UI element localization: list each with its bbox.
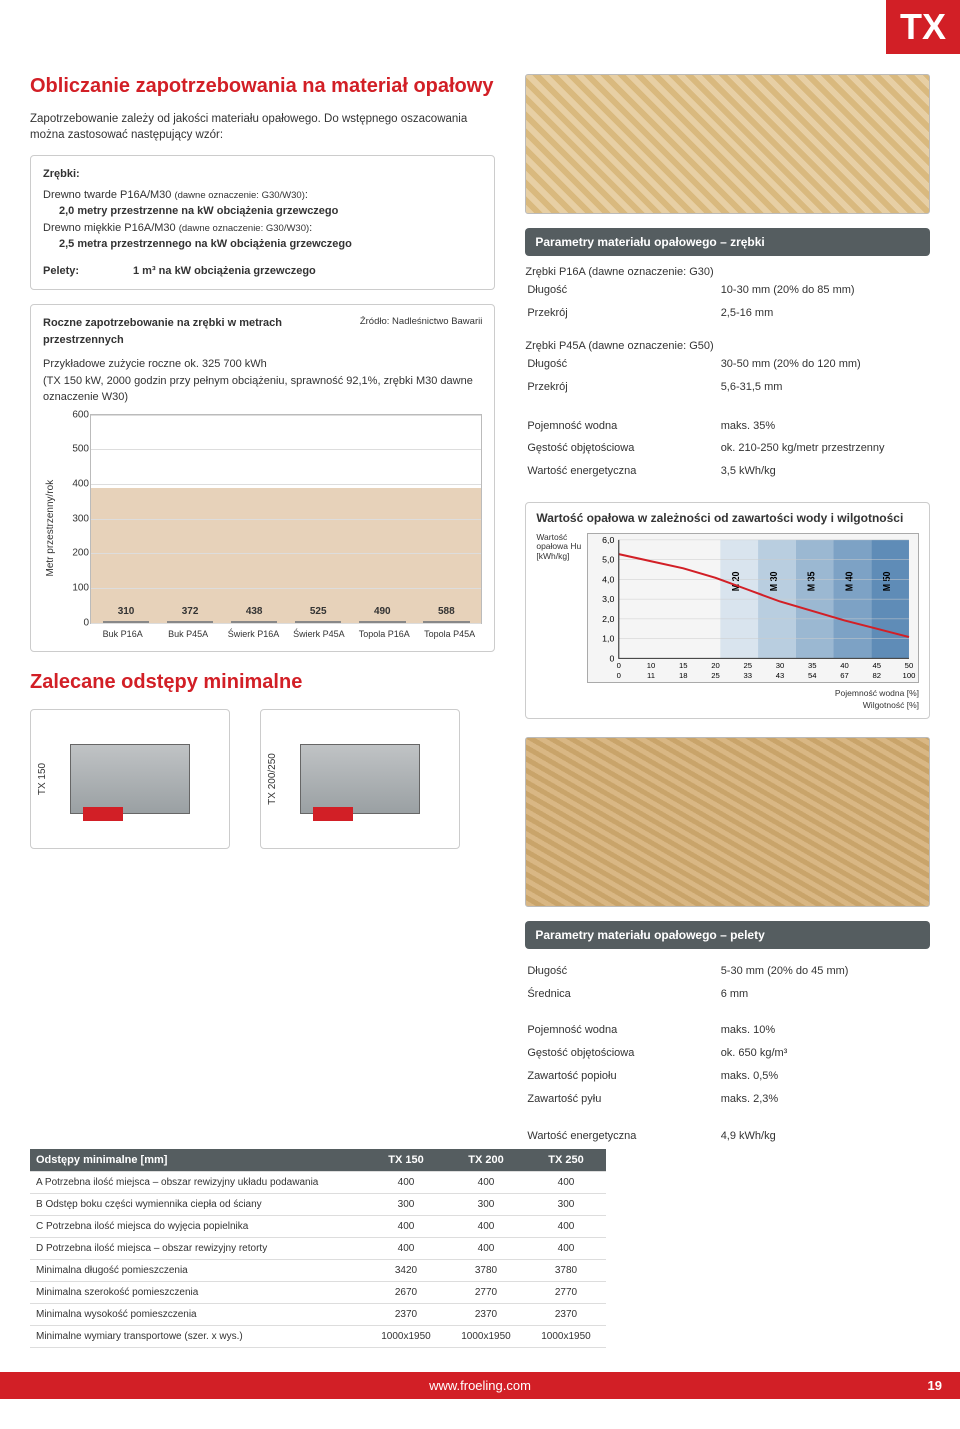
svg-text:67: 67 [840, 671, 849, 680]
params-pellets-header: Parametry materiału opałowego – pelety [525, 921, 930, 949]
svg-text:54: 54 [808, 671, 817, 680]
boiler-image-1: TX 150 [30, 709, 230, 849]
annual-demand-note: Przykładowe zużycie roczne ok. 325 700 k… [43, 356, 482, 406]
pellets-photo [525, 737, 930, 907]
chart-source: Źródło: Nadleśnictwo Bawarii [360, 315, 483, 348]
svg-text:1,0: 1,0 [602, 634, 615, 643]
svg-text:11: 11 [647, 671, 655, 680]
subtitle: Zapotrzebowanie zależy od jakości materi… [30, 111, 495, 143]
hardwood-value: 2,0 metry przestrzenne na kW obciążenia … [59, 203, 482, 220]
softwood-value: 2,5 metra przestrzennego na kW obciążeni… [59, 236, 482, 253]
p45a-table: Długość30-50 mm (20% do 120 mm)Przekrój5… [525, 352, 930, 400]
svg-text:15: 15 [679, 661, 688, 670]
svg-text:50: 50 [905, 661, 914, 670]
boiler-1-caption: TX 150 [37, 763, 48, 795]
svg-text:3,0: 3,0 [602, 594, 615, 603]
svg-text:0: 0 [610, 654, 615, 663]
svg-text:5,0: 5,0 [602, 555, 615, 564]
annual-demand-title: Roczne zapotrzebowanie na zrębki w metra… [43, 315, 351, 348]
svg-text:35: 35 [808, 661, 817, 670]
softwood-old: (dawne oznaczenie: G30/W30) [179, 223, 309, 234]
pelety-label: Pelety: [43, 263, 133, 280]
page-title: Obliczanie zapotrzebowania na materiał o… [30, 74, 495, 99]
svg-text:20: 20 [711, 661, 720, 670]
pelety-value: 1 m³ na kW obciążenia grzewczego [133, 263, 316, 280]
svg-text:M 35: M 35 [805, 571, 817, 591]
svg-text:25: 25 [711, 671, 720, 680]
svg-text:M 20: M 20 [730, 571, 742, 591]
svg-text:82: 82 [873, 671, 882, 680]
line-x-label-top: Pojemność wodna [%] [835, 688, 919, 698]
line-y-label: Wartość opałowa Hu [kWh/kg] [536, 533, 581, 712]
svg-text:0: 0 [617, 661, 621, 670]
svg-text:18: 18 [679, 671, 688, 680]
svg-text:100: 100 [903, 671, 916, 680]
page-number: 19 [928, 1378, 942, 1393]
svg-text:40: 40 [840, 661, 849, 670]
bar-chart: 0100200300400500600 310372438525490588 [90, 414, 482, 624]
footer: www.froeling.com 19 [0, 1372, 960, 1399]
svg-text:0: 0 [617, 671, 621, 680]
svg-text:30: 30 [776, 661, 785, 670]
svg-text:4,0: 4,0 [602, 575, 615, 584]
line-chart-title: Wartość opałowa w zależności od zawartoś… [536, 511, 919, 527]
boiler-image-2: TX 200/250 [260, 709, 460, 849]
extra-params-table: Pojemność wodnamaks. 35%Gęstość objętośc… [525, 414, 930, 485]
svg-text:33: 33 [744, 671, 753, 680]
annual-demand-box: Roczne zapotrzebowanie na zrębki w metra… [30, 304, 495, 652]
p45a-title: Zrębki P45A (dawne oznaczenie: G50) [525, 340, 930, 352]
softwood-line: Drewno miękkie P16A/M30 [43, 222, 179, 234]
boiler-2-caption: TX 200/250 [267, 753, 278, 805]
pellet-table-3: Wartość energetyczna4,9 kWh/kg [525, 1124, 930, 1149]
hardwood-old: (dawne oznaczenie: G30/W30) [174, 190, 304, 201]
footer-url: www.froeling.com [429, 1378, 531, 1393]
p16a-table: Długość10-30 mm (20% do 85 mm)Przekrój2,… [525, 278, 930, 326]
svg-text:M 30: M 30 [768, 571, 780, 591]
formula-box: Zrębki: Drewno twarde P16A/M30 (dawne oz… [30, 155, 495, 290]
pellet-table-2: Pojemność wodnamaks. 10%Gęstość objętośc… [525, 1018, 930, 1112]
svg-text:2,0: 2,0 [602, 614, 615, 623]
line-chart: M 20 M 30 M 35 M 40 M 50 6,0 5,0 4,0 3,0 2,0 1,0 00… [587, 533, 919, 683]
zrebki-heading: Zrębki: [43, 166, 482, 183]
distances-table: Odstępy minimalne [mm]TX 150TX 200TX 250… [30, 1149, 606, 1348]
svg-text:M 50: M 50 [881, 571, 893, 591]
svg-text:M 40: M 40 [843, 571, 855, 591]
brand-badge: TX [886, 0, 960, 54]
line-chart-box: Wartość opałowa w zależności od zawartoś… [525, 502, 930, 718]
woodchips-photo [525, 74, 930, 214]
clearances-title: Zalecane odstępy minimalne [30, 670, 495, 695]
svg-text:45: 45 [873, 661, 882, 670]
bar-y-label: Metr przestrzenny/rok [43, 414, 58, 642]
svg-text:6,0: 6,0 [602, 535, 615, 544]
pellet-table-1: Długość5-30 mm (20% do 45 mm)Średnica6 m… [525, 959, 930, 1007]
svg-text:43: 43 [776, 671, 785, 680]
params-chips-header: Parametry materiału opałowego – zrębki [525, 228, 930, 256]
p16a-title: Zrębki P16A (dawne oznaczenie: G30) [525, 266, 930, 278]
line-x-label-bot: Wilgotność [%] [863, 700, 919, 710]
svg-text:10: 10 [647, 661, 656, 670]
svg-text:25: 25 [744, 661, 753, 670]
hardwood-line: Drewno twarde P16A/M30 [43, 189, 174, 201]
